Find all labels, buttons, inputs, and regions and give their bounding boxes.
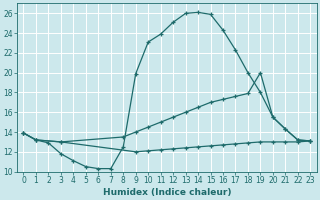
X-axis label: Humidex (Indice chaleur): Humidex (Indice chaleur) bbox=[103, 188, 231, 197]
